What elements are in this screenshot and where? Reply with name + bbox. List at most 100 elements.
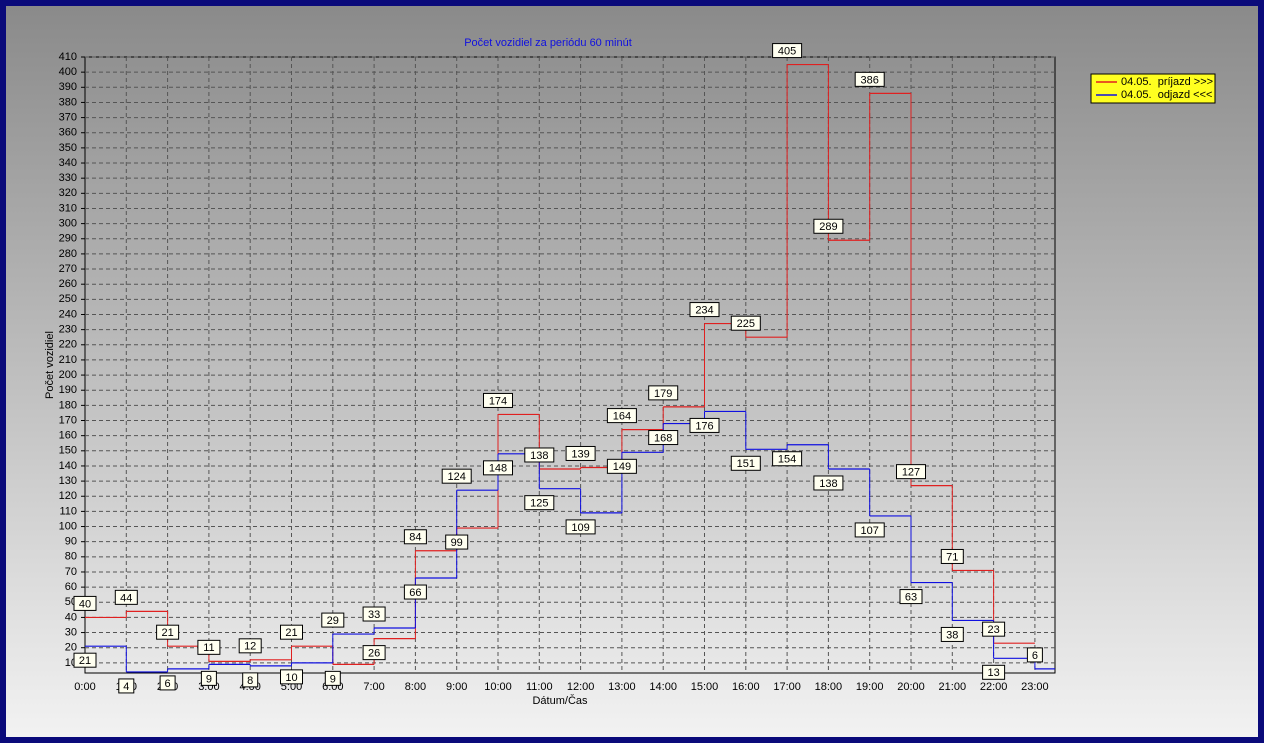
data-label-box: [524, 495, 555, 511]
data-label: 8: [247, 675, 253, 687]
y-tick-label: 120: [59, 490, 77, 502]
x-tick-label: 22:00: [980, 681, 1008, 693]
data-label-box: [280, 624, 303, 640]
data-label: 99: [451, 537, 463, 549]
data-label-box: [200, 670, 217, 686]
data-label: 107: [861, 525, 879, 537]
y-tick-label: 200: [59, 369, 77, 381]
data-label-box: [403, 529, 427, 545]
data-label: 234: [695, 304, 713, 316]
y-tick-label: 320: [59, 187, 77, 199]
data-label: 26: [368, 648, 380, 660]
data-label: 289: [819, 221, 837, 233]
data-label: 71: [946, 551, 958, 563]
data-label-box: [197, 639, 221, 655]
y-tick-label: 90: [65, 536, 77, 548]
y-tick-label: 100: [59, 520, 77, 532]
data-label-box: [772, 43, 803, 59]
data-label-box: [441, 468, 472, 484]
y-tick-label: 270: [59, 263, 77, 275]
data-label: 154: [778, 454, 796, 466]
data-label-box: [982, 664, 1006, 680]
x-tick-label: 7:00: [363, 681, 384, 693]
data-label: 164: [613, 411, 631, 423]
data-label-box: [324, 670, 341, 686]
legend-label: 04.05. odjazd <<<: [1121, 89, 1212, 101]
x-tick-label: 10:00: [484, 681, 512, 693]
data-label-box: [118, 678, 135, 694]
data-label: 139: [571, 448, 589, 460]
y-tick-label: 30: [65, 626, 77, 638]
data-label: 138: [530, 450, 548, 462]
data-label-box: [648, 385, 679, 401]
x-tick-label: 11:00: [526, 681, 553, 693]
y-tick-label: 380: [59, 96, 77, 108]
y-tick-label: 330: [59, 172, 77, 184]
legend-box: [1090, 73, 1216, 104]
data-label-box: [483, 392, 513, 408]
data-label-box: [982, 621, 1006, 637]
data-label: 127: [902, 467, 920, 479]
x-tick-label: 20:00: [897, 681, 925, 693]
data-label-box: [242, 672, 259, 688]
data-label: 33: [368, 609, 380, 621]
data-label-box: [940, 548, 964, 564]
data-label: 4: [123, 681, 129, 693]
data-label-box: [854, 522, 885, 538]
x-axis-label: Dátum/Čas: [532, 694, 588, 707]
data-label: 179: [654, 388, 672, 400]
x-tick-label: 17:00: [773, 681, 801, 693]
y-tick-label: 150: [59, 445, 77, 457]
data-label-box: [689, 302, 720, 318]
x-tick-label: 0:00: [74, 681, 95, 693]
y-tick-label: 360: [59, 127, 77, 139]
y-tick-label: 180: [59, 399, 77, 411]
data-label-box: [445, 534, 469, 550]
data-label: 29: [327, 615, 339, 627]
data-label: 148: [489, 463, 507, 475]
data-label: 149: [613, 461, 631, 473]
y-tick-label: 110: [59, 505, 77, 517]
data-label-box: [280, 669, 303, 685]
data-label: 174: [489, 395, 507, 407]
data-label-box: [159, 675, 176, 691]
data-label: 9: [206, 673, 212, 685]
data-label-box: [772, 451, 803, 467]
data-label: 21: [79, 655, 91, 667]
x-tick-label: 15:00: [691, 681, 719, 693]
data-label-box: [730, 315, 761, 331]
data-label-box: [73, 652, 97, 668]
data-label: 40: [79, 598, 91, 610]
data-label: 9: [330, 673, 336, 685]
data-label-box: [606, 408, 637, 424]
data-label-box: [940, 626, 964, 642]
x-tick-label: 14:00: [649, 681, 677, 693]
y-tick-label: 340: [59, 157, 77, 169]
data-label-box: [565, 519, 596, 535]
data-label: 21: [285, 627, 297, 639]
y-tick-label: 260: [59, 278, 77, 290]
y-tick-label: 240: [59, 308, 77, 320]
data-label-box: [238, 638, 262, 654]
background: [6, 6, 1258, 737]
x-tick-label: 9:00: [446, 681, 467, 693]
y-tick-label: 140: [59, 460, 77, 472]
x-tick-label: 19:00: [856, 681, 884, 693]
y-tick-label: 280: [59, 248, 77, 260]
data-label-box: [565, 445, 596, 461]
x-tick-label: 12:00: [567, 681, 595, 693]
data-label: 405: [778, 45, 796, 57]
y-axis-label: Počet vozidiel: [44, 331, 56, 399]
data-label-box: [899, 589, 923, 605]
data-label: 225: [737, 318, 755, 330]
y-tick-label: 250: [59, 293, 77, 305]
x-tick-label: 23:00: [1021, 681, 1049, 693]
x-tick-label: 16:00: [732, 681, 760, 693]
x-tick-label: 8:00: [405, 681, 426, 693]
data-label-box: [896, 464, 926, 480]
y-tick-label: 350: [59, 142, 77, 154]
data-label: 6: [1032, 650, 1038, 662]
y-tick-label: 310: [59, 202, 77, 214]
